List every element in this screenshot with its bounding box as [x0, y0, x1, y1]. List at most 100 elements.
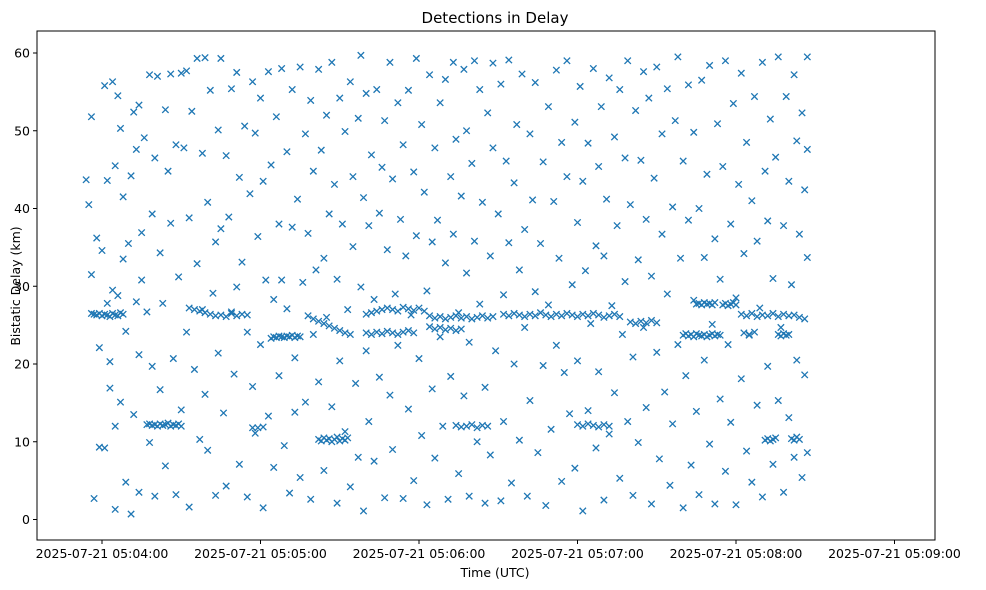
data-point: [259, 423, 267, 431]
y-tick-label: 60: [14, 46, 30, 61]
data-point: [476, 85, 484, 94]
data-point: [563, 57, 571, 65]
data-point: [769, 274, 777, 283]
y-tick-label: 20: [14, 357, 30, 372]
data-point: [404, 326, 413, 335]
data-point: [526, 130, 534, 138]
data-point: [143, 308, 151, 316]
data-point: [177, 406, 185, 414]
data-point: [201, 390, 209, 398]
data-point: [407, 311, 415, 319]
data-point: [441, 315, 450, 323]
data-point: [320, 319, 328, 328]
data-point: [531, 312, 539, 320]
data-point: [362, 329, 370, 337]
data-point: [737, 69, 745, 77]
data-point: [639, 323, 648, 332]
data-point: [499, 310, 508, 318]
data-point: [745, 331, 753, 339]
data-point: [515, 436, 524, 444]
data-point: [156, 385, 164, 394]
data-point: [130, 410, 138, 419]
data-point: [550, 197, 558, 206]
data-point: [676, 254, 685, 262]
data-point: [375, 373, 384, 381]
data-point: [227, 309, 236, 318]
data-point: [304, 229, 312, 238]
data-point: [610, 133, 619, 141]
data-point: [579, 310, 587, 318]
data-point: [211, 238, 220, 246]
data-point: [547, 312, 555, 321]
data-point: [584, 406, 592, 415]
data-point: [431, 325, 439, 333]
data-point: [589, 64, 598, 73]
data-point: [431, 454, 439, 462]
data-point: [544, 102, 553, 111]
data-point: [90, 494, 98, 503]
data-point: [563, 309, 571, 318]
data-point: [222, 151, 230, 160]
data-point: [98, 246, 106, 255]
data-point: [240, 122, 249, 130]
data-point: [233, 68, 241, 77]
data-point: [557, 138, 566, 147]
data-point: [610, 389, 619, 397]
data-point: [708, 320, 716, 329]
data-point: [373, 85, 381, 94]
data-point: [243, 493, 251, 501]
data-point: [301, 130, 310, 138]
data-point: [727, 220, 735, 228]
data-point: [602, 195, 611, 203]
data-point: [624, 417, 632, 426]
data-point: [135, 101, 143, 109]
data-point: [256, 94, 265, 102]
data-point: [631, 319, 640, 328]
data-point: [153, 72, 162, 80]
data-point: [177, 422, 185, 430]
data-point: [639, 68, 648, 76]
y-tick-label: 0: [22, 512, 30, 527]
data-point: [526, 396, 534, 405]
data-markers: [82, 51, 811, 518]
data-point: [473, 424, 481, 432]
data-point: [267, 161, 275, 169]
data-point: [539, 361, 547, 370]
data-point: [581, 267, 590, 275]
data-point: [579, 422, 587, 430]
data-point: [436, 99, 444, 107]
data-point: [703, 170, 711, 178]
data-point: [803, 253, 811, 262]
data-point: [349, 242, 357, 251]
data-point: [790, 453, 798, 461]
data-point: [235, 173, 244, 182]
data-point: [288, 85, 296, 94]
data-point: [579, 507, 587, 515]
data-point: [497, 497, 505, 505]
data-point: [283, 305, 291, 313]
data-point: [605, 430, 613, 438]
data-point: [204, 446, 212, 454]
data-point: [584, 139, 592, 147]
data-point: [668, 420, 677, 428]
data-point: [227, 85, 236, 93]
data-point: [394, 99, 402, 107]
data-point: [378, 330, 386, 338]
data-point: [560, 368, 568, 377]
data-point: [600, 420, 608, 429]
data-point: [320, 466, 328, 475]
data-point: [764, 362, 772, 370]
data-point: [145, 71, 154, 79]
data-point: [388, 445, 397, 454]
data-point: [204, 198, 212, 206]
data-point: [785, 413, 793, 422]
data-point: [299, 278, 307, 287]
data-point: [510, 179, 518, 187]
data-point: [597, 102, 605, 111]
data-point: [103, 176, 111, 185]
data-point: [140, 134, 148, 142]
data-point: [803, 448, 811, 457]
data-point: [803, 145, 811, 154]
data-point: [238, 258, 246, 266]
data-point: [716, 275, 724, 283]
